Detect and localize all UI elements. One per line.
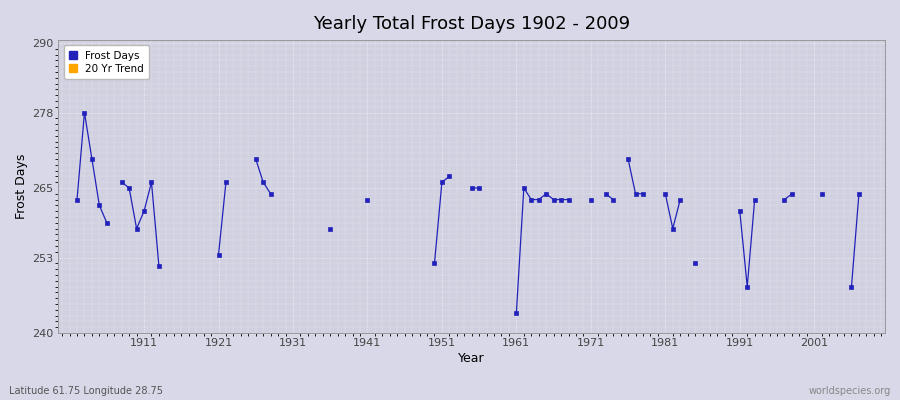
Line: Frost Days: Frost Days xyxy=(76,111,860,314)
Y-axis label: Frost Days: Frost Days xyxy=(15,154,28,219)
Frost Days xyxy=(72,197,83,202)
Text: Latitude 61.75 Longitude 28.75: Latitude 61.75 Longitude 28.75 xyxy=(9,386,163,396)
Title: Yearly Total Frost Days 1902 - 2009: Yearly Total Frost Days 1902 - 2009 xyxy=(313,15,630,33)
X-axis label: Year: Year xyxy=(458,352,485,365)
Legend: Frost Days, 20 Yr Trend: Frost Days, 20 Yr Trend xyxy=(64,45,149,79)
Text: worldspecies.org: worldspecies.org xyxy=(809,386,891,396)
